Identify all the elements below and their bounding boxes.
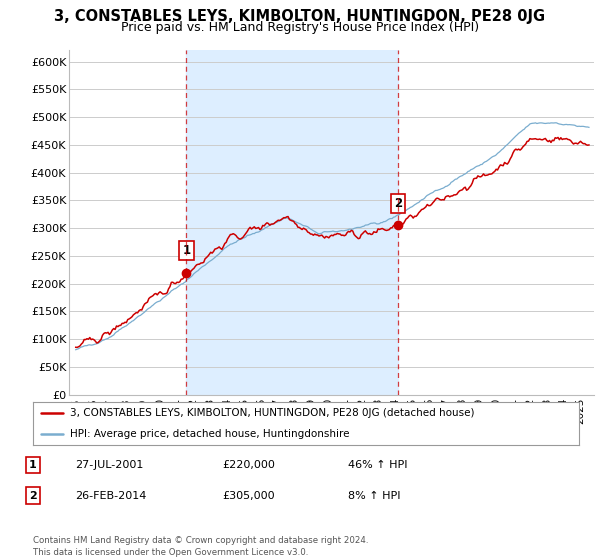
Text: 2: 2 <box>394 197 402 210</box>
Text: £220,000: £220,000 <box>222 460 275 470</box>
Text: 2: 2 <box>29 491 37 501</box>
Text: Contains HM Land Registry data © Crown copyright and database right 2024.
This d: Contains HM Land Registry data © Crown c… <box>33 536 368 557</box>
Text: 1: 1 <box>29 460 37 470</box>
Text: 3, CONSTABLES LEYS, KIMBOLTON, HUNTINGDON, PE28 0JG (detached house): 3, CONSTABLES LEYS, KIMBOLTON, HUNTINGDO… <box>70 408 475 418</box>
Text: 3, CONSTABLES LEYS, KIMBOLTON, HUNTINGDON, PE28 0JG: 3, CONSTABLES LEYS, KIMBOLTON, HUNTINGDO… <box>55 9 545 24</box>
Text: 46% ↑ HPI: 46% ↑ HPI <box>348 460 407 470</box>
Text: £305,000: £305,000 <box>222 491 275 501</box>
Text: 26-FEB-2014: 26-FEB-2014 <box>75 491 146 501</box>
Text: 27-JUL-2001: 27-JUL-2001 <box>75 460 143 470</box>
Text: 8% ↑ HPI: 8% ↑ HPI <box>348 491 401 501</box>
Text: 1: 1 <box>182 244 190 257</box>
Text: Price paid vs. HM Land Registry's House Price Index (HPI): Price paid vs. HM Land Registry's House … <box>121 21 479 34</box>
Bar <box>186 50 398 395</box>
Text: HPI: Average price, detached house, Huntingdonshire: HPI: Average price, detached house, Hunt… <box>70 430 350 439</box>
